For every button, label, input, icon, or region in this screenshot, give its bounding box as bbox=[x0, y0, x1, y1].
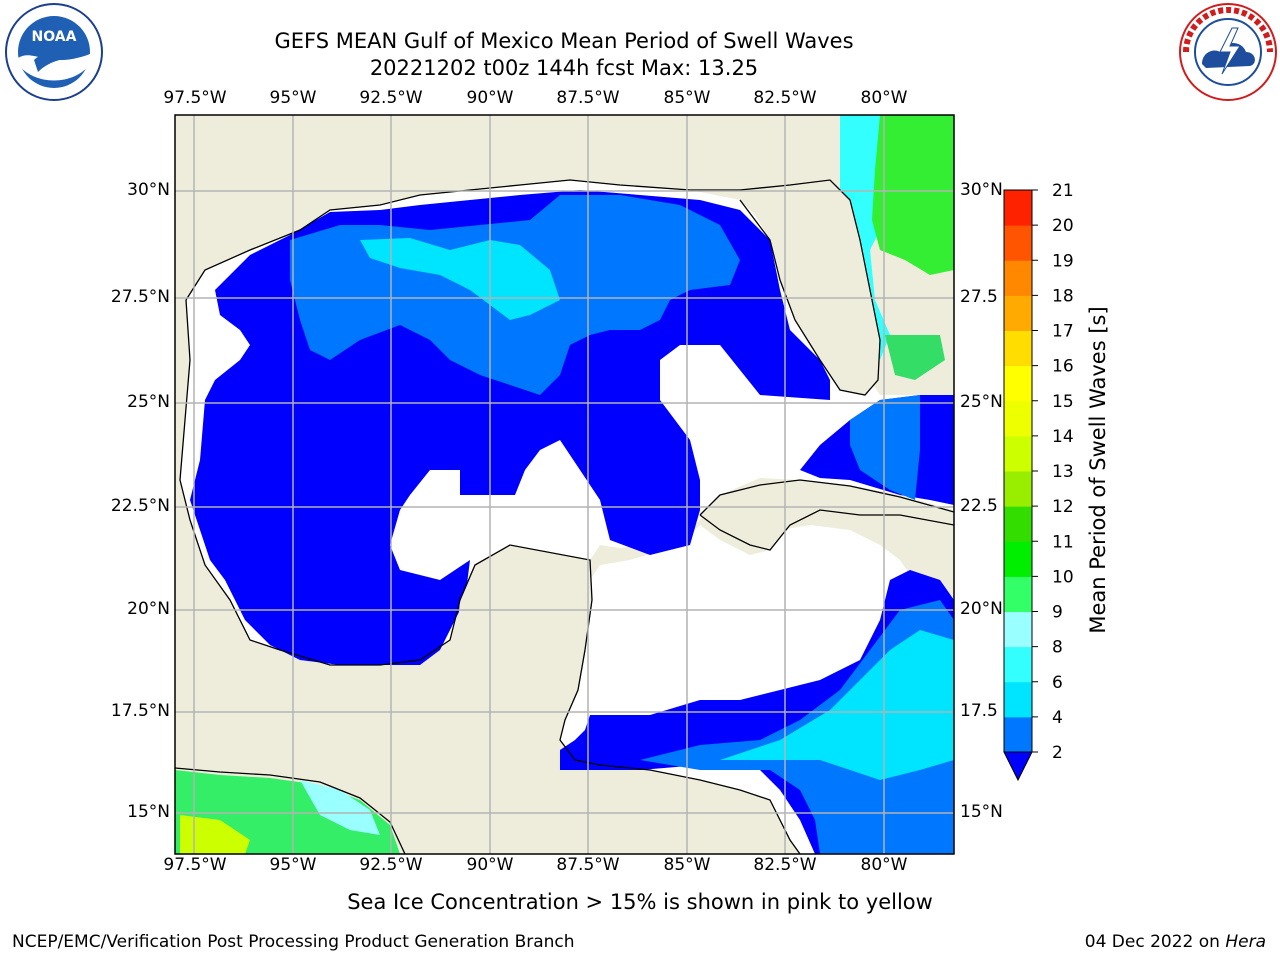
colorbar-segment bbox=[1004, 190, 1032, 226]
colorbar-label: Mean Period of Swell Waves [s] bbox=[1086, 306, 1110, 634]
colorbar-segment bbox=[1004, 260, 1032, 296]
colorbar-tick-label: 2 bbox=[1052, 743, 1063, 763]
swell-4-6-east bbox=[850, 395, 920, 500]
swell-bahamas-green bbox=[885, 335, 945, 380]
lon-tick-bottom: 80°W bbox=[860, 855, 908, 875]
colorbar-segment bbox=[1004, 435, 1032, 472]
noaa-logo: NOAA bbox=[5, 3, 103, 101]
colorbar-tick-label: 11 bbox=[1052, 532, 1074, 552]
yucatan-land bbox=[450, 545, 592, 745]
lat-tick-left: 25°N bbox=[127, 392, 170, 412]
colorbar-tick-label: 13 bbox=[1052, 462, 1074, 482]
pacific-yellow bbox=[180, 815, 250, 854]
lon-tick-bottom: 95°W bbox=[269, 855, 317, 875]
swell-6-8 bbox=[360, 238, 560, 320]
colorbar: 2 4 6 8 9 10 11 12 13 14 15 16 17 18 19 20 21 bbox=[1003, 181, 1074, 782]
lon-tick-bottom: 87.5°W bbox=[556, 855, 620, 875]
lon-tick-bottom: 97.5°W bbox=[163, 855, 227, 875]
colorbar-segment bbox=[1004, 400, 1032, 437]
coastline bbox=[185, 179, 881, 396]
pacific-cyan bbox=[300, 780, 380, 835]
lon-tick-top: 95°W bbox=[269, 88, 317, 108]
colorbar-tick-label: 14 bbox=[1052, 427, 1074, 447]
colorbar-segment bbox=[1004, 295, 1032, 331]
colorbar-tick-label: 19 bbox=[1052, 251, 1074, 271]
lon-tick-top: 90°W bbox=[466, 88, 514, 108]
colorbar-tick-label: 17 bbox=[1052, 322, 1074, 342]
lat-tick-right: 30°N bbox=[960, 180, 1003, 200]
lat-tick-right: 17.5 bbox=[960, 701, 998, 721]
nws-logo bbox=[1179, 3, 1277, 101]
footer-right: 04 Dec 2022 on Hera bbox=[1084, 932, 1266, 952]
lat-tick-right: 20°N bbox=[960, 599, 1003, 619]
colorbar-segment bbox=[1004, 541, 1032, 577]
colorbar-segment bbox=[1004, 365, 1032, 402]
colorbar-tick-label: 12 bbox=[1052, 497, 1074, 517]
swell-atlantic-green bbox=[872, 115, 954, 275]
lon-tick-top: 87.5°W bbox=[556, 88, 620, 108]
lat-tick-right: 27.5 bbox=[960, 287, 998, 307]
lon-tick-top: 97.5°W bbox=[163, 88, 227, 108]
lon-tick-top: 85°W bbox=[663, 88, 711, 108]
colorbar-tick-label: 4 bbox=[1052, 708, 1063, 728]
colorbar-tick-label: 21 bbox=[1052, 181, 1074, 201]
lat-tick-right: 15°N bbox=[960, 802, 1003, 822]
colorbar-segment bbox=[1004, 611, 1032, 648]
map-frame bbox=[174, 114, 955, 855]
chart-title: GEFS MEAN Gulf of Mexico Mean Period of … bbox=[274, 29, 854, 53]
lon-tick-bottom: 90°W bbox=[466, 855, 514, 875]
colorbar-tick-label: 18 bbox=[1052, 286, 1074, 306]
cuba-land bbox=[700, 480, 954, 550]
lat-tick-left: 20°N bbox=[127, 599, 170, 619]
lat-tick-left: 30°N bbox=[127, 180, 170, 200]
map-area bbox=[175, 115, 954, 854]
footer-left: NCEP/EMC/Verification Post Processing Pr… bbox=[12, 932, 575, 952]
noaa-logo-text: NOAA bbox=[32, 29, 77, 45]
lon-tick-top: 92.5°W bbox=[359, 88, 423, 108]
colorbar-tick-label: 20 bbox=[1052, 216, 1074, 236]
lat-tick-left: 27.5°N bbox=[110, 287, 170, 307]
colorbar-tick-label: 8 bbox=[1052, 638, 1063, 658]
colorbar-segment bbox=[1004, 471, 1032, 507]
graticule bbox=[175, 115, 954, 854]
lon-tick-bottom: 82.5°W bbox=[753, 855, 817, 875]
lat-tick-left: 22.5°N bbox=[110, 496, 170, 516]
colorbar-tick-label: 6 bbox=[1052, 673, 1063, 693]
colorbar-segment bbox=[1004, 225, 1032, 261]
lat-tick-left: 15°N bbox=[127, 802, 170, 822]
lat-tick-right: 25°N bbox=[960, 392, 1003, 412]
swell-4-6-south bbox=[640, 600, 954, 854]
lon-tick-top: 80°W bbox=[860, 88, 908, 108]
chart-subtitle: 20221202 t00z 144h fcst Max: 13.25 bbox=[369, 56, 759, 80]
colorbar-extension bbox=[1003, 751, 1033, 782]
colorbar-tick-label: 10 bbox=[1052, 567, 1074, 587]
colorbar-segment bbox=[1004, 646, 1032, 683]
colorbar-tick-label: 15 bbox=[1052, 392, 1074, 412]
colorbar-segment bbox=[1004, 716, 1032, 753]
lat-tick-right: 22.5 bbox=[960, 496, 998, 516]
colorbar-segment bbox=[1004, 576, 1032, 612]
colorbar-tick-label: 16 bbox=[1052, 357, 1074, 377]
colorbar-segment bbox=[1004, 330, 1032, 367]
colorbar-tick-label: 9 bbox=[1052, 603, 1063, 623]
lon-tick-bottom: 92.5°W bbox=[359, 855, 423, 875]
lon-tick-top: 82.5°W bbox=[753, 88, 817, 108]
swell-6-8-south bbox=[720, 630, 954, 780]
lat-tick-left: 17.5°N bbox=[110, 701, 170, 721]
colorbar-segment bbox=[1004, 681, 1032, 718]
lon-tick-bottom: 85°W bbox=[663, 855, 711, 875]
florida-land bbox=[740, 180, 880, 395]
colorbar-segment bbox=[1004, 506, 1032, 542]
sea-ice-note: Sea Ice Concentration > 15% is shown in … bbox=[347, 890, 933, 914]
